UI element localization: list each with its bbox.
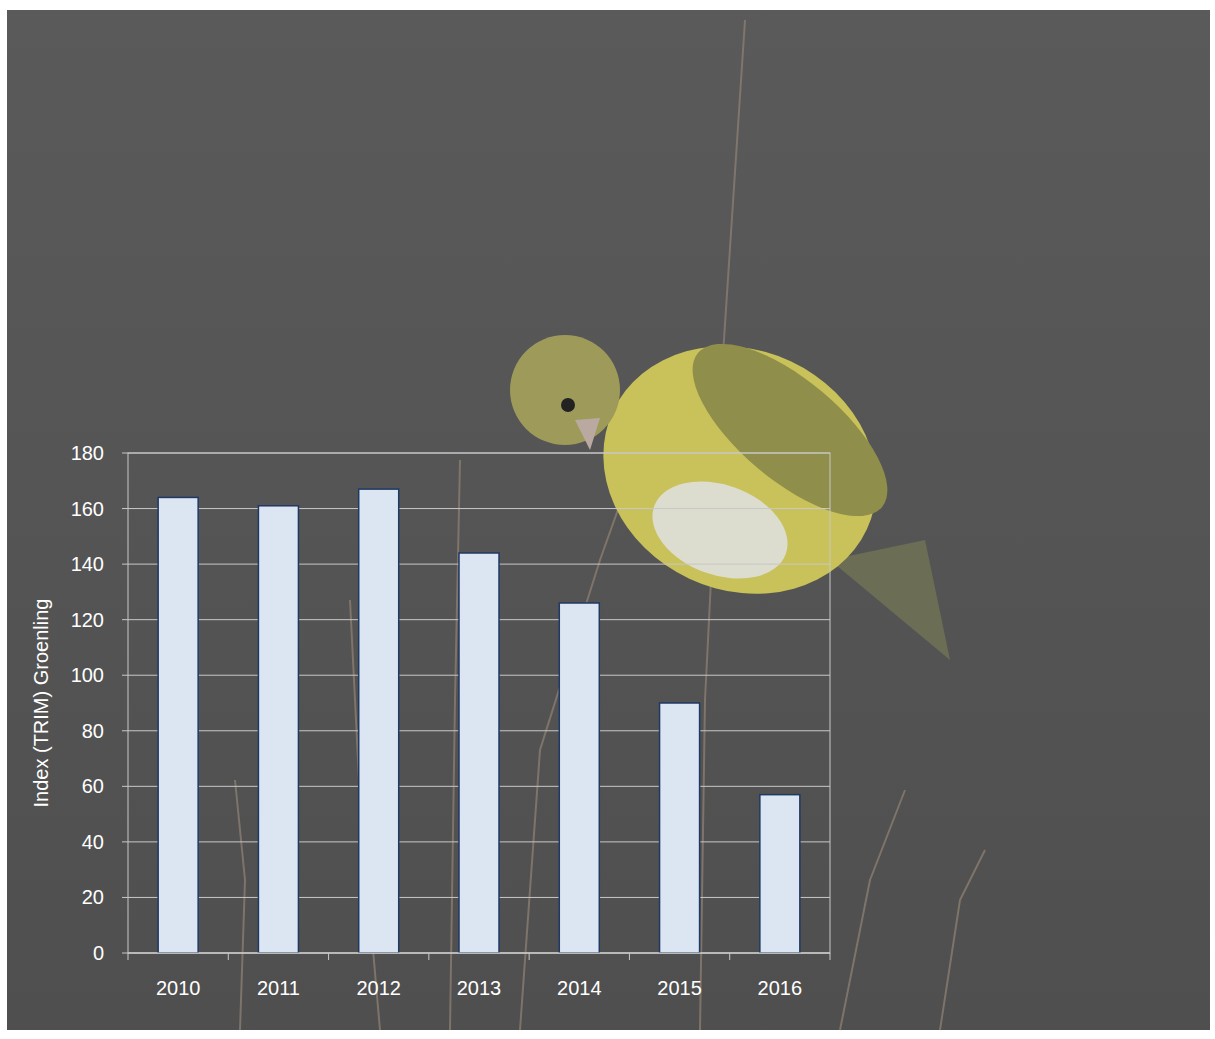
x-tick-label: 2012	[356, 977, 401, 999]
y-tick-label: 20	[82, 886, 104, 908]
bar	[258, 506, 298, 953]
bar	[158, 497, 198, 953]
bird-tail	[830, 540, 950, 660]
x-tick	[729, 953, 730, 960]
bar	[459, 553, 499, 953]
y-axis-title: Index (TRIM) Groenling	[30, 599, 52, 808]
x-tick	[428, 953, 429, 960]
y-tick	[122, 841, 128, 842]
x-tick-label: 2015	[657, 977, 702, 999]
bird-body	[562, 302, 917, 638]
y-tick-label: 80	[82, 720, 104, 742]
y-tick	[122, 897, 128, 898]
y-tick	[122, 619, 128, 620]
x-tick	[629, 953, 630, 960]
y-tick-label: 160	[71, 498, 104, 520]
background	[7, 10, 1210, 1030]
bar	[760, 795, 800, 953]
bar	[559, 603, 599, 953]
bird-eye	[561, 398, 575, 412]
bird-head	[510, 335, 620, 445]
y-tick-label: 60	[82, 775, 104, 797]
y-tick	[122, 508, 128, 509]
bird-belly	[639, 464, 801, 596]
y-tick-label: 100	[71, 664, 104, 686]
y-tick	[122, 953, 128, 954]
stem	[235, 780, 245, 1030]
x-tick-label: 2010	[156, 977, 201, 999]
x-tick-label: 2016	[758, 977, 803, 999]
x-tick-label: 2014	[557, 977, 602, 999]
x-tick	[228, 953, 229, 960]
y-tick	[122, 730, 128, 731]
y-tick	[122, 675, 128, 676]
x-tick-label: 2013	[457, 977, 502, 999]
y-tick-label: 180	[71, 442, 104, 464]
stems	[235, 20, 985, 1030]
y-tick	[122, 453, 128, 454]
bar	[660, 703, 700, 953]
bird-beak	[575, 418, 600, 450]
chart: 0 20 40 60 80 100 120 140 160 180 2010 2011 2012 2013…	[0, 0, 1215, 1039]
x-axis	[128, 953, 830, 954]
stem	[840, 790, 905, 1030]
y-tick	[122, 564, 128, 565]
x-tick	[328, 953, 329, 960]
bar	[359, 489, 399, 953]
stem	[940, 850, 985, 1030]
y-tick-label: 140	[71, 553, 104, 575]
x-tick	[529, 953, 530, 960]
grid-line	[128, 508, 830, 509]
y-tick-label: 120	[71, 609, 104, 631]
x-tick	[830, 953, 831, 960]
y-tick-label: 40	[82, 831, 104, 853]
y-tick-label: 0	[93, 942, 104, 964]
x-tick	[128, 953, 129, 960]
grid-line	[128, 953, 830, 954]
bars	[158, 489, 800, 953]
y-tick	[122, 786, 128, 787]
x-tick-label: 2011	[257, 977, 300, 999]
plot-frame	[128, 453, 830, 953]
